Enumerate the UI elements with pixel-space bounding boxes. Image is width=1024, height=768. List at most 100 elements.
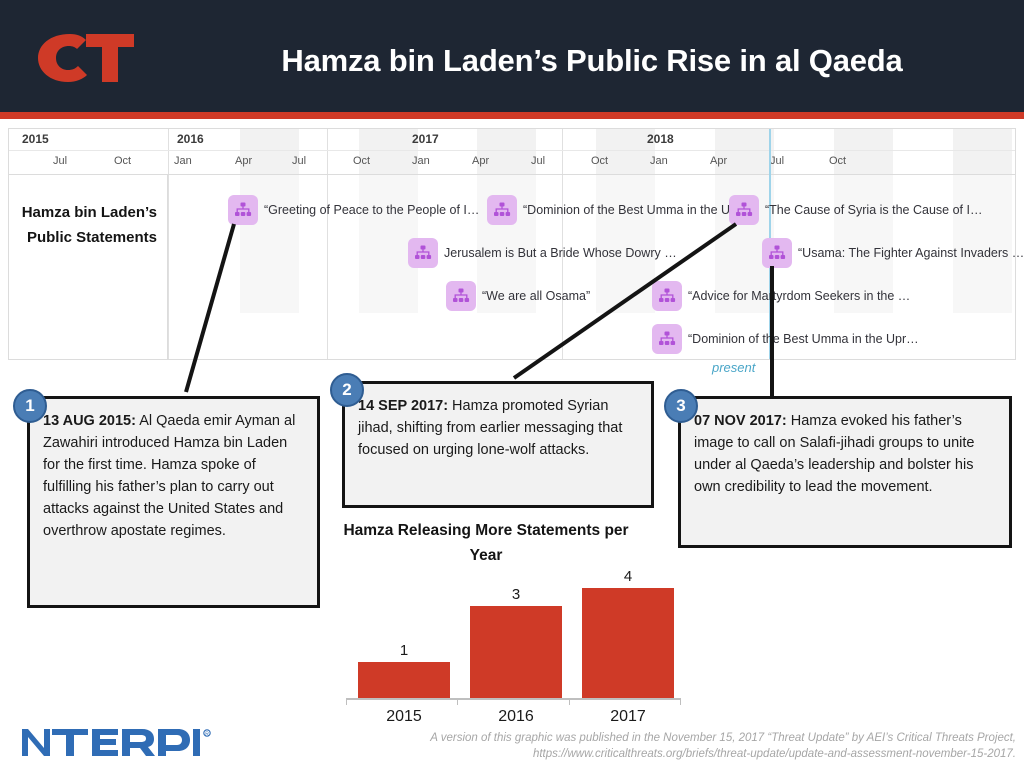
bar-rect-2016 bbox=[470, 606, 562, 698]
timeline-header-band bbox=[715, 129, 774, 175]
callout-text-2: 14 SEP 2017: Hamza promoted Syrian jihad… bbox=[345, 384, 651, 471]
chart-title: Hamza Releasing More Statements per Year bbox=[343, 522, 629, 564]
org-chart-icon bbox=[228, 195, 258, 225]
month-tick: Jul bbox=[53, 155, 68, 167]
month-tick: Apr bbox=[710, 155, 728, 167]
statement-title: Jerusalem is But a Bride Whose Dowry … bbox=[444, 246, 677, 260]
bar-chart: Hamza Releasing More Statements per Year… bbox=[336, 518, 686, 728]
month-tick: Apr bbox=[235, 155, 253, 167]
present-marker-label: present bbox=[712, 360, 756, 375]
callout-box-3[interactable]: 07 NOV 2017: Hamza evoked his father’s i… bbox=[678, 396, 1012, 548]
header-bar bbox=[0, 0, 1024, 112]
bar-value-2016: 3 bbox=[511, 586, 521, 603]
month-tick: Apr bbox=[472, 155, 490, 167]
callout-badge-3[interactable]: 3 bbox=[664, 389, 698, 423]
month-tick: Oct bbox=[353, 155, 371, 167]
timeline-row-header: Hamza bin Laden’s Public Statements bbox=[9, 175, 168, 359]
bar-rect-2015 bbox=[358, 662, 450, 698]
statement-title: “The Cause of Syria is the Cause of I… bbox=[765, 203, 983, 217]
callout-badge-2[interactable]: 2 bbox=[330, 373, 364, 407]
timeline-divider bbox=[327, 129, 328, 359]
footer-attribution: A version of this graphic was published … bbox=[340, 730, 1016, 762]
timeline-header-band bbox=[953, 129, 1012, 175]
category-label-2015: 2015 bbox=[386, 708, 422, 725]
org-chart-icon bbox=[652, 324, 682, 354]
statement-item[interactable]: “Dominion of the Best Umma in the Upr… bbox=[652, 324, 919, 354]
statement-item[interactable]: “The Cause of Syria is the Cause of I… bbox=[729, 195, 982, 225]
timeline-header-band bbox=[477, 129, 536, 175]
axis-tick bbox=[680, 698, 681, 705]
row-header-label: Hamza bin Laden’s Public Statements bbox=[21, 204, 157, 246]
statement-item[interactable]: “Greeting of Peace to the People of I… bbox=[228, 195, 479, 225]
month-tick: Oct bbox=[114, 155, 132, 167]
month-tick: Jan bbox=[174, 155, 192, 167]
statement-item[interactable]: “Usama: The Fighter Against Invaders … bbox=[762, 238, 1024, 268]
month-tick: Jul bbox=[531, 155, 546, 167]
callout-text-1: 13 AUG 2015: Al Qaeda emir Ayman al Zawa… bbox=[30, 399, 317, 552]
org-chart-icon bbox=[762, 238, 792, 268]
month-tick: Jan bbox=[650, 155, 668, 167]
org-chart-icon bbox=[487, 195, 517, 225]
month-tick: Oct bbox=[591, 155, 609, 167]
header-accent-rule bbox=[0, 112, 1024, 119]
callout-box-1[interactable]: 13 AUG 2015: Al Qaeda emir Ayman al Zawa… bbox=[27, 396, 320, 608]
statement-title: “Usama: The Fighter Against Invaders … bbox=[798, 246, 1024, 260]
statement-title: “Greeting of Peace to the People of I… bbox=[264, 203, 480, 217]
callout-body-2: Hamza promoted Syrian jihad, shifting fr… bbox=[358, 398, 623, 458]
timeline-year-axis: 2015 2016 2017 2018 bbox=[9, 129, 1015, 151]
axis-tick bbox=[457, 698, 458, 705]
callout-text-3: 07 NOV 2017: Hamza evoked his father’s i… bbox=[681, 399, 1009, 508]
timeline-header-band bbox=[596, 129, 655, 175]
statement-item[interactable]: “Dominion of the Best Umma in the Upr… bbox=[487, 195, 754, 225]
chart-x-axis bbox=[346, 698, 680, 700]
callout-date-1: 13 AUG 2015: bbox=[43, 413, 136, 429]
bar-2016[interactable]: 3 bbox=[470, 568, 562, 698]
category-label-2017: 2017 bbox=[610, 708, 646, 725]
timeline-header-band bbox=[359, 129, 418, 175]
footer-note-line1: A version of this graphic was published … bbox=[430, 732, 1016, 744]
year-tick-2016: 2016 bbox=[177, 132, 204, 146]
timeline-header-band bbox=[834, 129, 893, 175]
callout-date-3: 07 NOV 2017: bbox=[694, 413, 787, 429]
statement-title: “Dominion of the Best Umma in the Upr… bbox=[523, 203, 754, 217]
statement-item[interactable]: “Advice for Martyrdom Seekers in the … bbox=[652, 281, 910, 311]
statement-title: “We are all Osama” bbox=[482, 289, 591, 303]
callout-badge-1[interactable]: 1 bbox=[13, 389, 47, 423]
org-chart-icon bbox=[408, 238, 438, 268]
org-chart-icon bbox=[652, 281, 682, 311]
chart-plot-area: 1 3 4 bbox=[346, 568, 680, 698]
callout-box-2[interactable]: 14 SEP 2017: Hamza promoted Syrian jihad… bbox=[342, 381, 654, 508]
svg-text:R: R bbox=[205, 731, 209, 737]
page-title: Hamza bin Laden’s Public Rise in al Qaed… bbox=[281, 43, 903, 78]
month-tick: Jul bbox=[292, 155, 307, 167]
year-tick-2015: 2015 bbox=[22, 132, 49, 146]
statement-title: “Dominion of the Best Umma in the Upr… bbox=[688, 332, 919, 346]
axis-tick bbox=[346, 698, 347, 705]
bar-2015[interactable]: 1 bbox=[358, 568, 450, 698]
statement-item[interactable]: “We are all Osama” bbox=[446, 281, 590, 311]
axis-tick bbox=[569, 698, 570, 705]
bar-value-2017: 4 bbox=[623, 568, 633, 585]
callout-body-1: Al Qaeda emir Ayman al Zawahiri introduc… bbox=[43, 413, 296, 539]
month-tick: Jul bbox=[770, 155, 785, 167]
year-tick-2017: 2017 bbox=[412, 132, 439, 146]
timeline-panel: 2015 2016 2017 2018 Jul Oct Jan Apr Jul … bbox=[8, 128, 1016, 360]
month-tick: Oct bbox=[829, 155, 847, 167]
bar-2017[interactable]: 4 bbox=[582, 568, 674, 698]
statement-item[interactable]: Jerusalem is But a Bride Whose Dowry … bbox=[408, 238, 677, 268]
org-chart-icon bbox=[729, 195, 759, 225]
bar-rect-2017 bbox=[582, 588, 674, 698]
bar-value-2015: 1 bbox=[399, 642, 409, 659]
statement-title: “Advice for Martyrdom Seekers in the … bbox=[688, 289, 911, 303]
year-tick-2018: 2018 bbox=[647, 132, 674, 146]
timeline-header-band bbox=[240, 129, 299, 175]
month-tick: Jan bbox=[412, 155, 430, 167]
callout-date-2: 14 SEP 2017: bbox=[358, 398, 449, 414]
callout-body-3: Hamza evoked his father’s image to call … bbox=[694, 413, 975, 495]
timeline-divider bbox=[168, 129, 169, 359]
category-label-2016: 2016 bbox=[498, 708, 534, 725]
critical-threats-logo bbox=[38, 34, 134, 82]
footer-note-line2: https://www.criticalthreats.org/briefs/t… bbox=[532, 748, 1016, 760]
timeline-month-axis: Jul Oct Jan Apr Jul Oct Jan Apr Jul Oct … bbox=[9, 151, 1015, 175]
ntrepid-logo: R bbox=[22, 729, 211, 756]
